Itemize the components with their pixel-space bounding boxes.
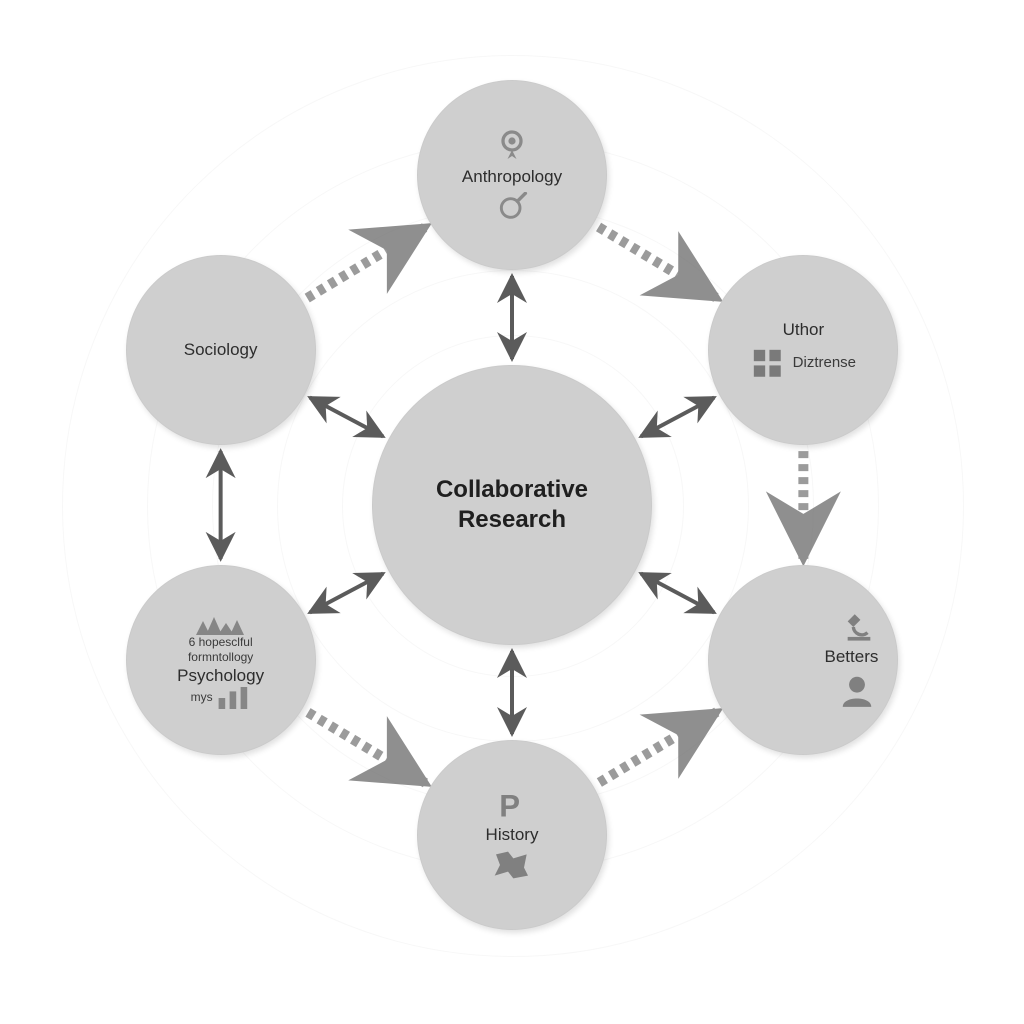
edge [307, 712, 425, 783]
node-sublabel-2: mys [191, 690, 213, 705]
node-sociology: Sociology [126, 255, 316, 445]
svg-text:P: P [499, 789, 520, 823]
edge [310, 574, 383, 613]
grid-icon [751, 347, 785, 381]
microscope-icon [842, 610, 876, 644]
node-uthor: Uthor Diztrense [708, 255, 898, 445]
node-label: Sociology [184, 339, 258, 360]
node-label: Uthor [783, 319, 825, 340]
node-label: Psychology [177, 665, 264, 686]
edge [641, 397, 714, 436]
node-sublabel-1: formntollogy [188, 650, 253, 665]
node-history: PHistory [417, 740, 607, 930]
diagram-stage: Collaborative Research Anthropology Uthor… [0, 0, 1024, 1024]
letter-p-icon: P [495, 788, 529, 822]
torn-paper-icon [492, 848, 532, 882]
edge [641, 574, 714, 613]
node-betters: Betters [708, 565, 898, 755]
pin-icon [494, 126, 530, 162]
node-label: Anthropology [462, 166, 562, 187]
node-sublabel: Diztrense [793, 354, 856, 373]
node-anthropology: Anthropology [417, 80, 607, 270]
center-node: Collaborative Research [372, 365, 652, 645]
node-psychology: 6 hopesclfulformntollogyPsychology mys [126, 565, 316, 755]
edge [599, 227, 717, 298]
node-label: Betters [825, 646, 879, 667]
edge [599, 712, 717, 783]
edge [307, 227, 425, 298]
center-label-2: Research [458, 505, 566, 535]
center-label-1: Collaborative [436, 475, 588, 505]
person-icon [838, 672, 876, 710]
node-sublabel-0: 6 hopesclful [189, 635, 253, 650]
edge [310, 397, 383, 436]
node-label: History [486, 824, 539, 845]
target-icon [496, 192, 528, 224]
bars-icon [217, 687, 251, 709]
